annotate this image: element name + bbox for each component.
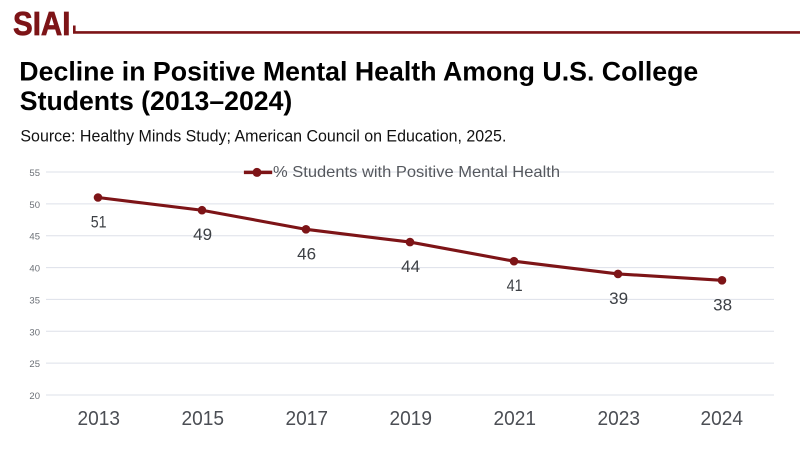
svg-text:2015: 2015 [182,407,225,430]
svg-text:20: 20 [29,391,40,402]
svg-text:25: 25 [29,359,40,370]
svg-text:50: 50 [29,200,40,211]
svg-text:2019: 2019 [390,407,433,430]
svg-text:2023: 2023 [598,407,641,430]
svg-text:Students (2013–2024): Students (2013–2024) [20,86,293,116]
svg-text:41: 41 [507,276,523,295]
svg-text:% Students with Positive Menta: % Students with Positive Mental Health [273,164,560,181]
svg-text:51: 51 [91,213,107,232]
svg-text:44: 44 [401,257,420,276]
svg-text:2017: 2017 [286,407,329,430]
svg-text:38: 38 [713,295,732,314]
svg-text:49: 49 [193,225,212,244]
svg-text:2021: 2021 [494,407,537,430]
svg-text:40: 40 [29,264,40,275]
svg-text:30: 30 [29,327,40,338]
svg-text:2024: 2024 [701,407,744,430]
svg-text:46: 46 [297,244,316,263]
svg-text:Decline in Positive Mental Hea: Decline in Positive Mental Health Among … [19,57,698,87]
svg-text:SIAI: SIAI [13,6,71,43]
svg-text:2013: 2013 [78,407,121,430]
svg-text:39: 39 [609,289,628,308]
svg-text:45: 45 [29,232,40,243]
svg-text:35: 35 [29,295,40,306]
svg-text:55: 55 [29,168,40,179]
svg-text:Source: Healthy Minds Study; A: Source: Healthy Minds Study; American Co… [20,128,506,146]
